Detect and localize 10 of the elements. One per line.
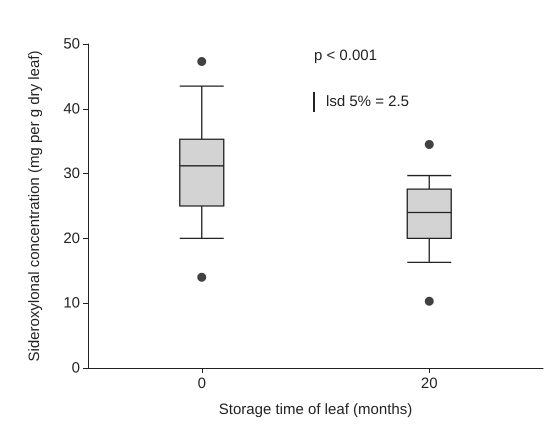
- annotation: lsd 5% = 2.5: [326, 93, 409, 110]
- y-tick-label: 30: [63, 165, 80, 182]
- x-axis-title: Storage time of leaf (months): [218, 401, 412, 418]
- y-tick-label: 40: [63, 100, 80, 118]
- y-tick-label: 0: [72, 360, 80, 376]
- annotation: p < 0.001: [314, 47, 377, 64]
- y-tick-label: 20: [63, 230, 80, 247]
- y-tick-label: 50: [63, 36, 80, 52]
- y-axis-title: Sideroxylonal concentration (mg per g dry leaf): [26, 50, 43, 362]
- y-tick-label: 10: [63, 294, 80, 312]
